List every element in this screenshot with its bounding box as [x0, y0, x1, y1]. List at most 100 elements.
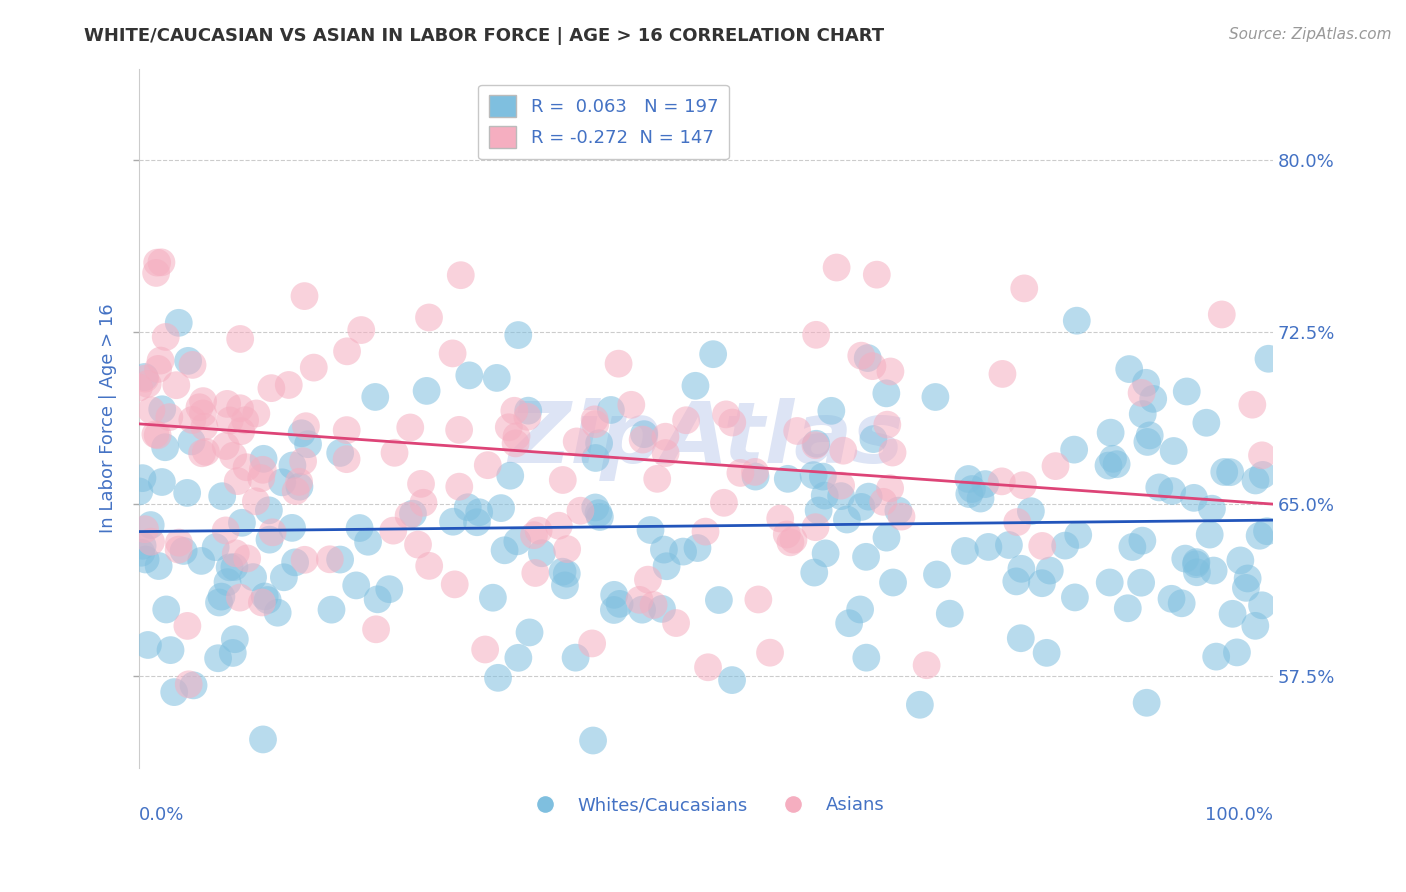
Point — [551, 565, 574, 579]
Point — [177, 677, 200, 691]
Point — [1130, 533, 1153, 548]
Point — [1182, 491, 1205, 505]
Point — [146, 255, 169, 269]
Point — [1130, 575, 1153, 590]
Point — [1045, 459, 1067, 474]
Point — [1213, 465, 1236, 479]
Point — [957, 472, 980, 486]
Point — [654, 446, 676, 460]
Text: Source: ZipAtlas.com: Source: ZipAtlas.com — [1229, 27, 1392, 42]
Point — [1097, 458, 1119, 473]
Point — [336, 344, 359, 359]
Point — [759, 646, 782, 660]
Point — [245, 494, 267, 508]
Point — [860, 359, 883, 373]
Point — [218, 560, 240, 574]
Point — [523, 528, 546, 542]
Point — [271, 475, 294, 490]
Point — [633, 427, 655, 442]
Point — [215, 524, 238, 538]
Point — [637, 573, 659, 587]
Point — [441, 515, 464, 529]
Point — [443, 577, 465, 591]
Point — [262, 525, 284, 540]
Point — [665, 615, 688, 630]
Point — [1139, 428, 1161, 442]
Point — [508, 328, 530, 343]
Point — [412, 496, 434, 510]
Point — [139, 534, 162, 549]
Point — [1185, 555, 1208, 569]
Point — [814, 546, 837, 560]
Point — [226, 474, 249, 488]
Point — [194, 445, 217, 459]
Point — [1031, 576, 1053, 591]
Point — [875, 386, 897, 401]
Point — [176, 619, 198, 633]
Point — [252, 451, 274, 466]
Point — [1136, 434, 1159, 449]
Point — [284, 555, 307, 569]
Point — [583, 412, 606, 426]
Point — [135, 552, 157, 566]
Point — [506, 534, 529, 549]
Point — [655, 559, 678, 574]
Point — [494, 543, 516, 558]
Point — [134, 372, 156, 386]
Point — [1175, 384, 1198, 399]
Point — [252, 463, 274, 477]
Point — [697, 660, 720, 674]
Point — [229, 591, 252, 605]
Point — [672, 544, 695, 558]
Point — [1170, 596, 1192, 610]
Point — [876, 417, 898, 432]
Point — [159, 643, 181, 657]
Point — [585, 450, 607, 465]
Point — [776, 472, 799, 486]
Point — [1007, 515, 1029, 529]
Point — [876, 531, 898, 545]
Point — [855, 549, 877, 564]
Point — [1222, 607, 1244, 621]
Point — [188, 401, 211, 415]
Point — [1132, 407, 1154, 421]
Point — [1198, 527, 1220, 541]
Point — [183, 678, 205, 692]
Point — [1121, 540, 1143, 554]
Point — [191, 406, 214, 420]
Point — [273, 570, 295, 584]
Point — [319, 552, 342, 566]
Point — [804, 327, 827, 342]
Point — [163, 685, 186, 699]
Point — [136, 376, 159, 391]
Point — [256, 593, 278, 607]
Point — [803, 468, 825, 483]
Point — [505, 429, 527, 443]
Point — [281, 458, 304, 473]
Point — [820, 404, 842, 418]
Point — [890, 509, 912, 524]
Point — [851, 500, 873, 514]
Point — [640, 523, 662, 537]
Point — [814, 489, 837, 503]
Point — [924, 390, 946, 404]
Point — [588, 506, 610, 520]
Point — [555, 566, 578, 581]
Point — [1174, 551, 1197, 566]
Point — [838, 616, 860, 631]
Point — [449, 423, 471, 437]
Point — [167, 535, 190, 549]
Point — [288, 480, 311, 494]
Point — [191, 446, 214, 460]
Point — [224, 632, 246, 647]
Point — [530, 546, 553, 560]
Point — [503, 404, 526, 418]
Point — [1251, 467, 1274, 482]
Point — [297, 437, 319, 451]
Point — [486, 671, 509, 685]
Point — [1251, 448, 1274, 462]
Point — [882, 445, 904, 459]
Point — [207, 651, 229, 665]
Point — [825, 260, 848, 275]
Point — [807, 503, 830, 517]
